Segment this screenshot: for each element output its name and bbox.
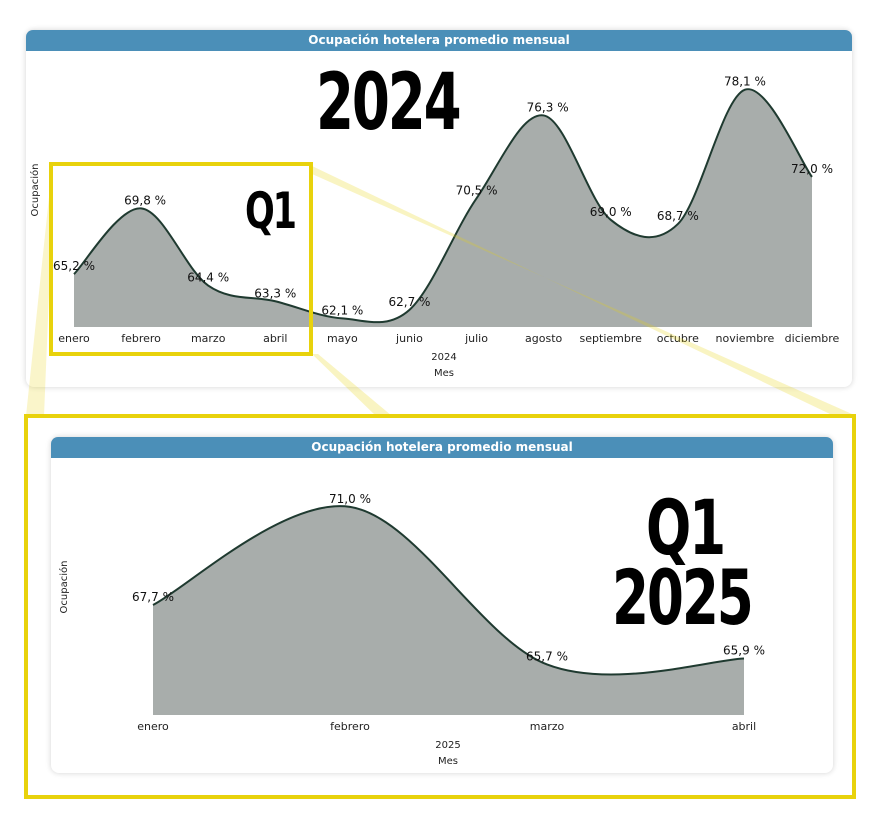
- chart-panel-2024: Ocupación hotelera promedio mensual 65,2…: [26, 30, 852, 387]
- series-line-2025: [152, 505, 745, 676]
- data-label-2024: 62,1 %: [321, 303, 363, 317]
- data-label-2024: 64,4 %: [187, 271, 229, 285]
- x-group-label-2024: 2024: [431, 352, 456, 363]
- chart-title-2024: Ocupación hotelera promedio mensual: [26, 30, 852, 51]
- x-tick-label-2024: enero: [58, 332, 90, 345]
- quarter-label-top: Q1: [245, 182, 297, 240]
- data-label-2024: 68,7 %: [657, 209, 699, 223]
- data-label-2024: 76,3 %: [527, 100, 569, 114]
- series-line-2024: [73, 88, 813, 324]
- year-label-2025: 2025: [612, 553, 754, 642]
- x-tick-label-2024: junio: [395, 332, 423, 345]
- x-tick-label-2024: marzo: [191, 332, 226, 345]
- x-group-label-2025: 2025: [435, 740, 460, 751]
- q1-2024-highlight-frame: [49, 162, 313, 356]
- data-label-2025: 65,9 %: [723, 644, 765, 658]
- x-tick-label-2024: febrero: [121, 332, 161, 345]
- year-label-2024: 2024: [316, 58, 462, 148]
- chart-panel-2025: Ocupación hotelera promedio mensual 67,7…: [51, 437, 833, 773]
- x-tick-label-2024: octubre: [657, 332, 699, 345]
- x-tick-label-2024: julio: [464, 332, 488, 345]
- area-chart-2024: 65,2 % enero 69,8 % febrero 64,4 % marzo 63,3 …: [29, 75, 840, 379]
- x-tick-label-2025: abril: [732, 720, 756, 733]
- q1-2025-zoom-frame: [24, 414, 856, 799]
- x-tick-label-2024: agosto: [525, 332, 562, 345]
- x-tick-label-2025: enero: [137, 720, 169, 733]
- x-tick-label-2024: diciembre: [785, 332, 840, 345]
- data-label-2024: 78,1 %: [724, 75, 766, 89]
- y-axis-label-2025: Ocupación: [58, 561, 70, 614]
- area-fill-2024: [74, 89, 812, 327]
- area-fill-2025: [153, 506, 744, 715]
- y-axis-label-2024: Ocupación: [29, 164, 41, 217]
- area-chart-2025: 67,7 % enero 71,0 % febrero 65,7 % marzo 65,9 …: [58, 492, 765, 767]
- data-label-2024: 62,7 %: [388, 295, 430, 309]
- quarter-label-bottom: Q1: [646, 483, 726, 572]
- data-label-2024: 63,3 %: [254, 286, 296, 300]
- x-tick-label-2024: septiembre: [580, 332, 643, 345]
- x-tick-label-2025: marzo: [530, 720, 565, 733]
- data-label-2024: 65,2 %: [53, 259, 95, 273]
- x-axis-label-2024: Mes: [434, 368, 454, 379]
- data-label-2024: 69,0 %: [590, 205, 632, 219]
- data-label-2025: 71,0 %: [329, 492, 371, 506]
- x-tick-label-2024: mayo: [327, 332, 358, 345]
- data-label-2024: 70,5 %: [456, 183, 498, 197]
- x-axis-label-2025: Mes: [438, 756, 458, 767]
- x-tick-label-2025: febrero: [330, 720, 370, 733]
- chart-title-2025: Ocupación hotelera promedio mensual: [51, 437, 833, 458]
- data-label-2025: 65,7 %: [526, 649, 568, 663]
- data-label-2024: 69,8 %: [124, 193, 166, 207]
- x-tick-label-2024: noviembre: [716, 332, 775, 345]
- x-tick-label-2024: abril: [263, 332, 287, 345]
- data-label-2025: 67,7 %: [132, 590, 174, 604]
- data-label-2024: 72,0 %: [791, 162, 833, 176]
